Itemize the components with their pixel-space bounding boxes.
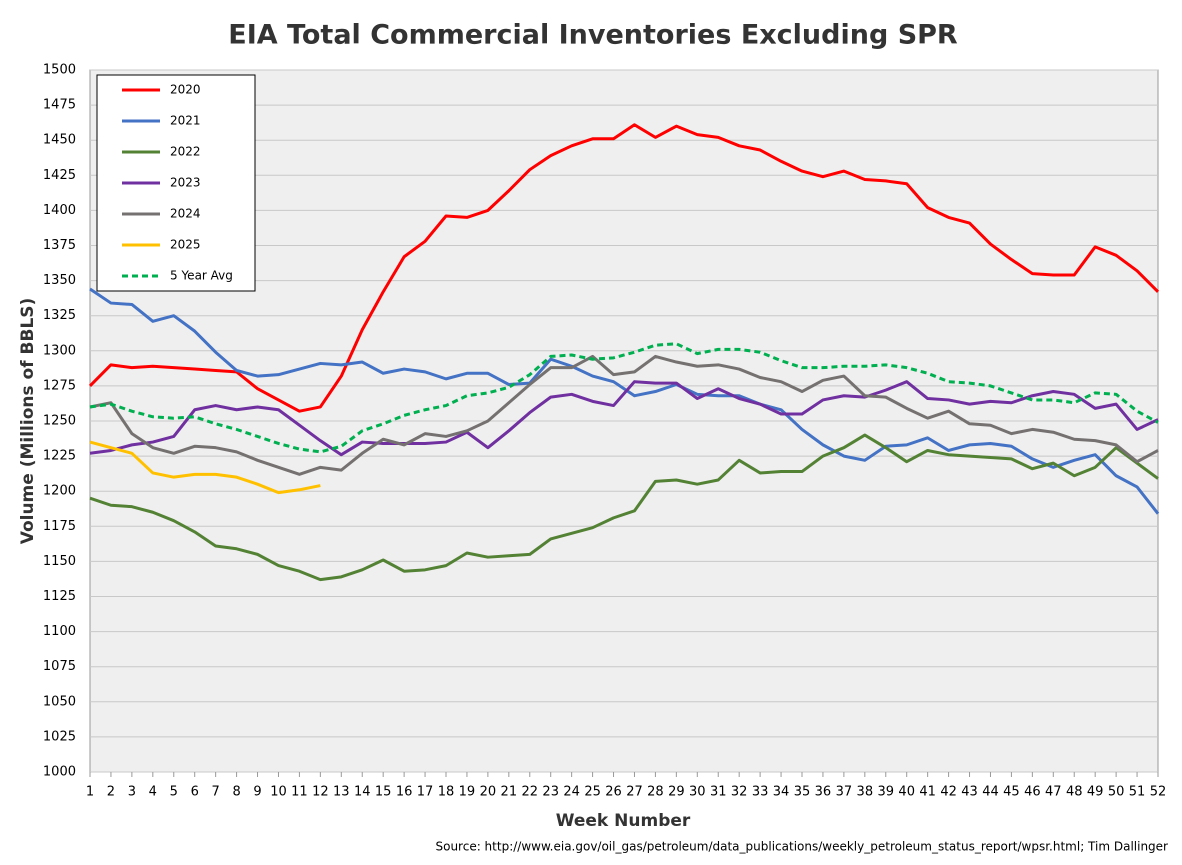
x-tick-label: 28 [647,785,664,800]
x-tick-label: 27 [626,785,643,800]
x-tick-label: 45 [1003,785,1020,800]
x-tick-label: 50 [1108,785,1125,800]
x-tick-label: 17 [417,785,434,800]
series-line [88,123,1160,413]
x-tick-label: 39 [877,785,894,800]
x-tick-label: 38 [857,785,874,800]
y-tick-label: 1300 [43,343,76,358]
x-tick-label: 5 [170,785,178,800]
x-tick-label: 18 [438,785,455,800]
x-tick-label: 24 [563,785,580,800]
x-tick-label: 42 [940,785,957,800]
legend-label: 2020 [170,83,201,97]
y-tick-label: 1150 [43,554,76,569]
x-tick-label: 15 [375,785,392,800]
x-tick-label: 2 [107,785,115,800]
x-tick-label: 47 [1045,785,1062,800]
legend-label: 2022 [170,145,201,159]
x-tick-label: 9 [253,785,261,800]
y-tick-label: 1125 [43,589,76,604]
y-tick-label: 1075 [43,659,76,674]
x-tick-label: 14 [354,785,371,800]
legend-label: 5 Year Avg [170,269,233,283]
legend-label: 2021 [170,114,201,128]
x-tick-label: 40 [898,785,915,800]
series-line [89,440,321,495]
x-tick-label: 25 [584,785,601,800]
y-tick-label: 1200 [43,484,76,499]
x-tick-label: 26 [605,785,622,800]
x-tick-label: 19 [459,785,476,800]
series-line [89,287,1160,515]
y-tick-label: 1400 [43,203,76,218]
x-tick-label: 31 [710,785,727,800]
y-tick-label: 1450 [43,133,76,148]
series-line [89,380,1159,457]
y-tick-label: 1325 [43,308,76,323]
legend-label: 2024 [170,207,201,221]
y-tick-label: 1275 [43,378,76,393]
x-tick-label: 11 [291,785,308,800]
chart-title: EIA Total Commercial Inventories Excludi… [228,20,958,51]
x-tick-label: 4 [149,785,157,800]
y-tick-label: 1425 [43,168,76,183]
x-tick-label: 44 [982,785,999,800]
x-tick-label: 32 [731,785,748,800]
x-tick-label: 46 [1024,785,1041,800]
x-tick-label: 49 [1087,785,1104,800]
x-tick-label: 35 [794,785,811,800]
x-tick-label: 34 [773,785,790,800]
y-tick-label: 1475 [43,98,76,113]
x-tick-label: 52 [1150,785,1167,800]
y-tick-label: 1350 [43,273,76,288]
x-axis-label: Week Number [556,811,691,831]
y-tick-label: 1100 [43,624,76,639]
x-tick-label: 29 [668,785,685,800]
x-tick-label: 7 [212,785,220,800]
x-tick-label: 3 [128,785,136,800]
legend-label: 2025 [170,238,201,252]
x-tick-label: 6 [191,785,199,800]
y-tick-label: 1375 [43,238,76,253]
x-tick-label: 36 [815,785,832,800]
x-tick-label: 51 [1129,785,1146,800]
x-tick-label: 23 [542,785,559,800]
x-tick-label: 1 [86,785,94,800]
y-tick-label: 1175 [43,519,76,534]
x-tick-label: 48 [1066,785,1083,800]
y-tick-label: 1025 [43,729,76,744]
x-tick-label: 13 [333,785,350,800]
x-tick-label: 20 [480,785,497,800]
x-tick-label: 43 [961,785,978,800]
series-line [89,342,1159,454]
x-tick-label: 8 [232,785,240,800]
x-tick-label: 41 [919,785,936,800]
y-tick-label: 1050 [43,694,76,709]
y-axis-label: Volume (Millions of BBLS) [18,298,38,545]
x-tick-label: 37 [836,785,853,800]
y-tick-label: 1000 [43,765,76,780]
y-tick-label: 1500 [43,63,76,78]
x-tick-label: 22 [521,785,538,800]
x-tick-label: 21 [501,785,518,800]
legend-label: 2023 [170,176,201,190]
x-tick-label: 33 [752,785,769,800]
y-tick-label: 1250 [43,414,76,429]
x-tick-label: 12 [312,785,329,800]
x-tick-label: 30 [689,785,706,800]
series-line [89,433,1159,582]
y-tick-label: 1225 [43,449,76,464]
x-tick-label: 16 [396,785,413,800]
x-tick-label: 10 [270,785,287,800]
source-note: Source: http://www.eia.gov/oil_gas/petro… [435,840,1168,854]
series-line [89,354,1159,476]
